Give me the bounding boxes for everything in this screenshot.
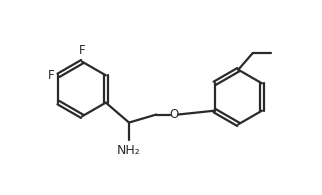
Text: F: F	[79, 44, 85, 57]
Text: O: O	[169, 108, 179, 121]
Text: NH₂: NH₂	[117, 144, 141, 157]
Text: F: F	[48, 69, 54, 82]
